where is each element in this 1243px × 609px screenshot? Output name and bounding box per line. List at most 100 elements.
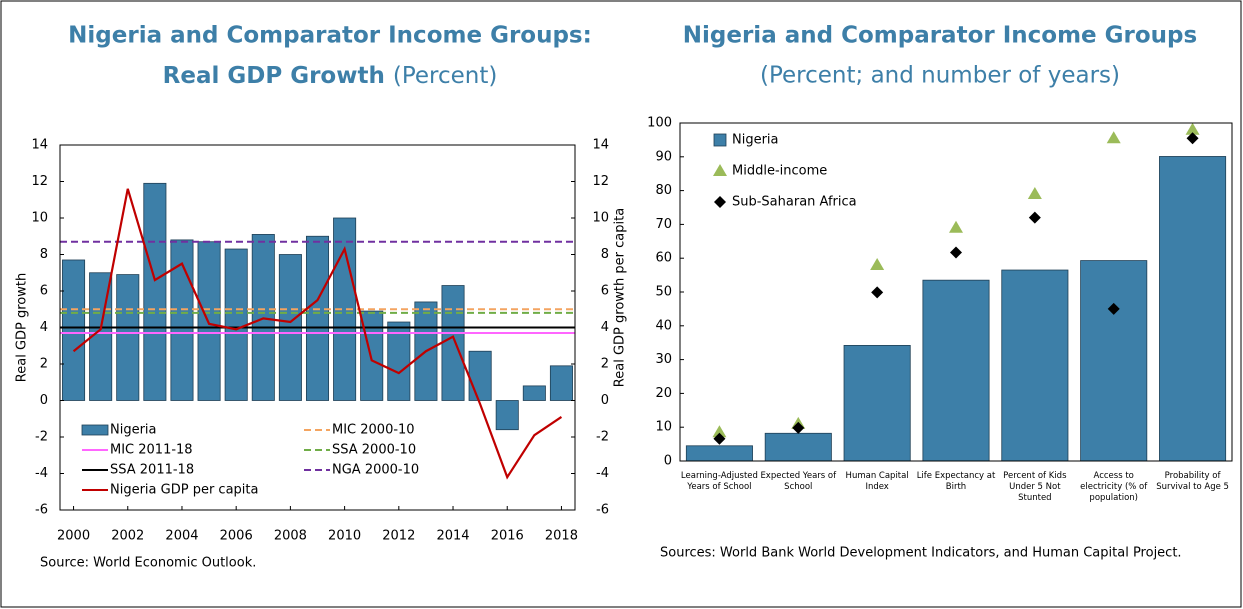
y-tick-label: 0 bbox=[664, 454, 672, 469]
x-tick-label: Learning-Adjusted Years of School bbox=[681, 471, 758, 492]
bar bbox=[843, 345, 911, 462]
bar bbox=[922, 279, 990, 462]
marker bbox=[1106, 131, 1121, 144]
legend-label: NGA 2000-10 bbox=[332, 463, 419, 478]
bar bbox=[143, 182, 167, 401]
marker bbox=[950, 246, 962, 259]
y2-tick-label: 4 bbox=[601, 320, 609, 335]
marker bbox=[1186, 132, 1199, 145]
legend-label: Nigeria bbox=[110, 423, 157, 438]
legend-label: Middle-income bbox=[732, 164, 827, 179]
legend-label: MIC 2011-18 bbox=[110, 443, 193, 458]
x-tick-label-line: Years of School bbox=[686, 482, 751, 492]
y-tick-label: 60 bbox=[655, 251, 672, 266]
bar bbox=[333, 217, 357, 401]
bar bbox=[549, 365, 573, 401]
x-tick-label-line: Stunted bbox=[1018, 493, 1051, 503]
y-tick-label: -2 bbox=[35, 430, 48, 445]
x-tick-label-line: Percent of Kids bbox=[1003, 471, 1067, 481]
marker bbox=[792, 421, 805, 434]
legend-swatch bbox=[81, 424, 109, 436]
chart-title-bold: Real GDP Growth bbox=[163, 63, 385, 89]
bar bbox=[197, 241, 221, 401]
x-tick-label: Access to electricity (% of population) bbox=[1080, 471, 1148, 503]
y2-tick-label: 12 bbox=[592, 174, 609, 189]
marker bbox=[1185, 122, 1200, 135]
x-tick-label: 2018 bbox=[545, 529, 578, 544]
legend-label: Sub-Saharan Africa bbox=[732, 195, 857, 210]
marker bbox=[870, 257, 885, 270]
y-tick-label: 100 bbox=[647, 116, 672, 131]
bar bbox=[387, 321, 411, 401]
chart-subtitle: (Percent; and number of years) bbox=[760, 63, 1120, 89]
bar bbox=[305, 235, 330, 401]
x-tick-label: Human Capital Index bbox=[846, 471, 909, 492]
y-tick-label: 30 bbox=[655, 352, 672, 367]
marker bbox=[713, 432, 726, 445]
legend-label: SSA 2011-18 bbox=[110, 463, 194, 478]
marker bbox=[1107, 302, 1120, 315]
x-tick-label-line: population) bbox=[1089, 493, 1138, 503]
y-axis-label: Real GDP growth bbox=[15, 273, 30, 382]
x-tick-label: Life Expectancy at Birth bbox=[917, 471, 996, 492]
x-tick-label-line: Under 5 Not bbox=[1009, 482, 1061, 492]
bar bbox=[116, 274, 140, 401]
x-tick-label: 2012 bbox=[382, 529, 415, 544]
y2-tick-label: -6 bbox=[596, 503, 609, 518]
y-tick-label: 50 bbox=[655, 285, 672, 300]
x-tick-label: 2008 bbox=[274, 529, 307, 544]
bar bbox=[441, 285, 465, 401]
x-tick-label-line: Survival to Age 5 bbox=[1156, 482, 1229, 492]
x-tick-label-line: School bbox=[784, 482, 812, 492]
y-tick-label: 40 bbox=[655, 318, 672, 333]
x-tick-label: 2010 bbox=[328, 529, 361, 544]
bar bbox=[495, 400, 519, 431]
marker bbox=[949, 220, 963, 233]
y-tick-label: 0 bbox=[40, 393, 48, 408]
x-tick-label-line: Life Expectancy at bbox=[917, 471, 996, 481]
legend-label: SSA 2000-10 bbox=[332, 443, 416, 458]
x-tick-label-line: Birth bbox=[946, 482, 966, 492]
y-tick-label: 10 bbox=[655, 420, 672, 435]
marker bbox=[1027, 186, 1042, 199]
y2-tick-label: 10 bbox=[592, 211, 609, 226]
x-tick-label-line: electricity (% of bbox=[1080, 482, 1148, 492]
y2-tick-label: 6 bbox=[601, 284, 609, 299]
x-tick-label: 2016 bbox=[491, 529, 524, 544]
line bbox=[72, 188, 563, 480]
legend-swatch bbox=[713, 164, 727, 176]
x-tick-label-line: Access to bbox=[1094, 471, 1134, 481]
bar bbox=[1001, 269, 1069, 462]
y2-tick-label: 2 bbox=[601, 357, 609, 372]
y2-tick-label: 0 bbox=[601, 393, 609, 408]
y-tick-label: 6 bbox=[40, 284, 48, 299]
legend-label: MIC 2000-10 bbox=[332, 423, 415, 438]
x-tick-label: 2000 bbox=[57, 529, 90, 544]
y-tick-label: 14 bbox=[31, 138, 48, 153]
bar bbox=[522, 385, 546, 401]
legend-label: Nigeria bbox=[732, 133, 779, 148]
x-tick-label: Probability of Survival to Age 5 bbox=[1156, 471, 1229, 492]
bar bbox=[1159, 156, 1227, 462]
x-tick-label: 2002 bbox=[111, 529, 144, 544]
source: Source: World Economic Outlook. bbox=[40, 556, 256, 571]
y2-tick-label: -4 bbox=[596, 466, 609, 481]
x-tick-label-line: Probability of bbox=[1165, 471, 1222, 481]
marker bbox=[712, 425, 727, 438]
y-tick-label: -4 bbox=[35, 466, 48, 481]
chart-title: Nigeria and Comparator Income Groups bbox=[683, 23, 1197, 49]
y-tick-label: 2 bbox=[40, 357, 48, 372]
bar bbox=[1080, 260, 1148, 462]
marker bbox=[871, 286, 884, 299]
legend-swatch bbox=[713, 133, 727, 147]
x-tick-label-line: Expected Years of bbox=[760, 471, 837, 481]
marker bbox=[1028, 211, 1041, 224]
y-tick-label: 8 bbox=[40, 247, 48, 262]
y-tick-label: 10 bbox=[31, 211, 48, 226]
legend-box bbox=[66, 416, 456, 506]
source: Sources: World Bank World Development In… bbox=[660, 546, 1182, 561]
y2-axis-label: Real GDP growth per capita bbox=[613, 208, 628, 387]
x-tick-label-line: Index bbox=[865, 482, 888, 492]
